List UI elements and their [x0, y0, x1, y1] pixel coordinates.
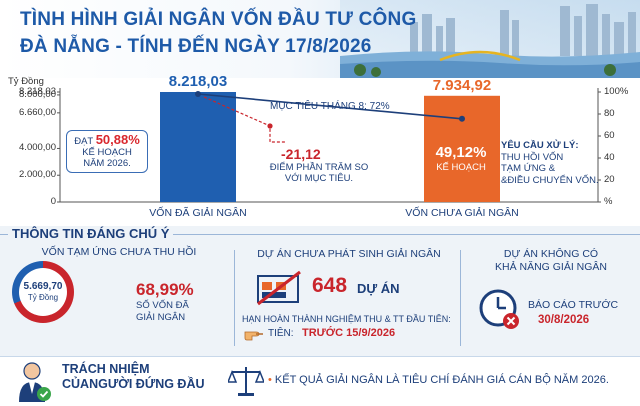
projects-count-unit: DỰ ÁN [357, 281, 400, 296]
bar-2 [424, 95, 500, 202]
projects-count: 648 [312, 274, 348, 297]
gap-pointer-dot [267, 123, 273, 129]
y-right-tick-label: 60 [604, 130, 615, 141]
y-right-tick-label: 40 [604, 152, 615, 163]
gap-value: -21,12 [281, 146, 321, 162]
deadline-value: TRƯỚC 15/9/2026 [302, 327, 396, 339]
y-left-tick-label: 6.660,00 [19, 106, 56, 118]
responsibility-label: TRÁCH NHIỆM CỦANGƯỜI ĐỨNG ĐẦU [62, 362, 205, 392]
category-label: VỐN CHƯA GIẢI NGÂN [405, 207, 519, 219]
advance-amount: 5.669,70 [23, 281, 63, 292]
construction-icon [257, 270, 301, 306]
achieved-callout: ĐẠT 50,88% KẾ HOẠCH NĂM 2026. [66, 130, 148, 173]
advance-percent: 68,99% [136, 280, 194, 299]
y-left-tick-label: 8.000,00 [19, 88, 56, 100]
achieved-value: 50,88% [95, 132, 140, 147]
unable-title-line-2: KHẢ NĂNG GIẢI NGÂN [494, 261, 608, 273]
request-line-3: &ĐIỀU CHUYỂN VỐN. [501, 174, 599, 186]
report-date: 30/8/2026 [538, 314, 590, 326]
advance-note-line-2: GIẢI NGÂN [136, 312, 186, 323]
y-right-tick-label: % [604, 196, 613, 207]
achieved-suffix: KẾ HOẠCH NĂM 2026. [82, 147, 132, 169]
title-line-2: ĐÀ NẴNG - TÍNH ĐẾN NGÀY 17/8/2026 [20, 36, 372, 57]
unable-title-line-1: DỰ ÁN KHÔNG CÓ [503, 248, 599, 260]
y-left-tick-label: 2.000,00 [19, 169, 56, 181]
target-end-dot [459, 115, 465, 122]
projects-title: DỰ ÁN CHƯA PHÁT SINH GIẢI NGÂN [257, 248, 441, 260]
unable-title: DỰ ÁN KHÔNG CÓ KHẢ NĂNG GIẢI NGÂN [462, 248, 640, 274]
category-label: VỐN ĐÃ GIẢI NGÂN [149, 207, 247, 219]
bar-1 [160, 92, 236, 202]
gap-note: ĐIỂM PHẦN TRĂM SO VỚI MỤC TIÊU. [269, 162, 369, 184]
advance-percent-note: SỐ VỐN ĐÃ GIẢI NGÂN [136, 300, 189, 324]
request-block: YÊU CẦU XỬ LÝ: THU HỒI VỐN TẠM ỨNG & &ĐI… [501, 140, 599, 186]
criterion-label: KẾT QUẢ GIẢI NGÂN LÀ TIÊU CHÍ ĐÁNH GIÁ C… [274, 374, 609, 386]
request-line-2: TẠM ỨNG & [501, 163, 556, 174]
leader-person-icon [19, 362, 51, 402]
panel-divider-2 [460, 250, 461, 346]
target-start-dot [195, 91, 201, 97]
chart-svg [57, 88, 601, 203]
request-line-1: THU HỒI VỐN [501, 151, 564, 163]
bar-value-label: 7.934,92 [432, 76, 492, 94]
y-right-tick-label: 20 [604, 174, 615, 185]
bar-value-label: 8.218,03 [168, 73, 228, 90]
deadline-prefix: TIÊN: [268, 328, 294, 339]
panel-divider-1 [234, 250, 235, 346]
gap-pointer [203, 96, 285, 143]
y-right-tick-label: 100% [604, 86, 629, 97]
advance-title: VỐN TẠM ỨNG CHƯA THU HỒI [41, 246, 197, 258]
y-left-tick-label: 4.000,00 [19, 142, 56, 154]
criterion-text: • KẾT QUẢ GIẢI NGÂN LÀ TIÊU CHÍ ĐÁNH GIÁ… [268, 374, 609, 386]
remaining-suffix: KẾ HOẠCH [436, 162, 486, 173]
clock-warning-icon [479, 289, 519, 329]
y-axis-unit: Tỷ Đồng [8, 76, 44, 87]
title-line-1: TÌNH HÌNH GIẢI NGÂN VỐN ĐẦU TƯ CÔNG [20, 9, 417, 30]
advance-donut-center: 5.669,70 Tỷ Đồng [19, 268, 67, 316]
footer-bar [0, 356, 640, 406]
info-section-title: THÔNG TIN ĐÁNG CHÚ Ý [8, 226, 174, 241]
request-title: YÊU CẦU XỬ LÝ: [501, 140, 579, 151]
disbursement-chart: Tỷ Đồng 8.218,03 8.000,00 6.660,00 4.000,00… [0, 73, 640, 226]
advance-note-line-1: SỐ VỐN ĐÃ [136, 300, 189, 311]
projects-deadline-line: HẠN HOÀN THÀNH NGHIỆM THU & TT ĐẦU TIÊN: [242, 314, 451, 324]
y-right-tick-label: 80 [604, 108, 615, 119]
scale-of-justice-icon [228, 367, 264, 396]
pointing-hand-icon [244, 331, 263, 341]
y-left-tick-label: 8.218,03 [19, 86, 56, 97]
y-left-tick-label: 0 [50, 196, 56, 207]
target-line [197, 93, 463, 120]
achieved-prefix: ĐẠT [74, 136, 94, 147]
target-line-label: MỤC TIÊU THÁNG 8: 72% [270, 101, 390, 112]
remaining-percent: 49,12% [435, 144, 487, 161]
report-label: BÁO CÁO TRƯỚC [528, 299, 619, 311]
advance-unit: Tỷ Đồng [27, 293, 59, 302]
header-banner: TÌNH HÌNH GIẢI NGÂN VỐN ĐẦU TƯ CÔNG ĐÀ N… [0, 0, 640, 78]
section-divider [0, 234, 640, 235]
responsibility-line-2: CỦANGƯỜI ĐỨNG ĐẦU [62, 377, 205, 391]
responsibility-line-1: TRÁCH NHIỆM [62, 362, 150, 376]
city-skyline-illustration [340, 0, 640, 78]
bullet-icon: • [268, 374, 275, 386]
